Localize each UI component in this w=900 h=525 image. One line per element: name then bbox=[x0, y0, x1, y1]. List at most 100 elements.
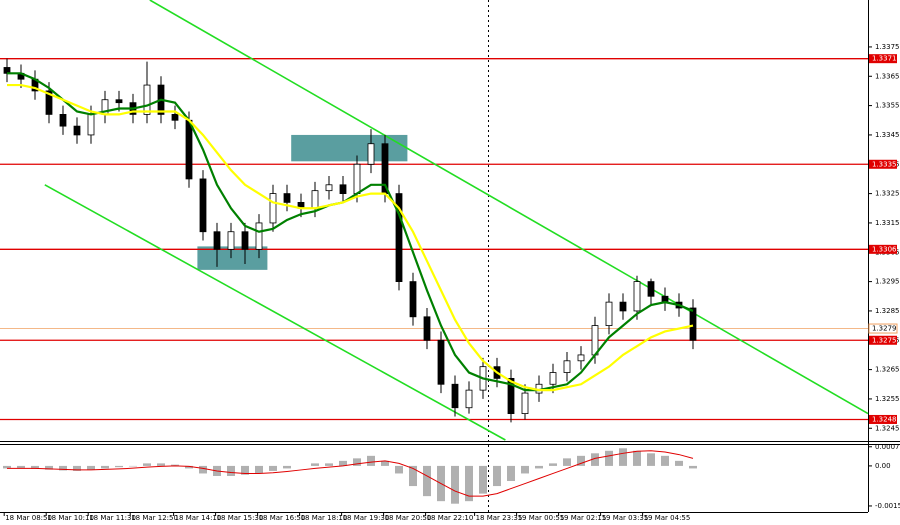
histogram-bar bbox=[689, 465, 697, 469]
candle-body bbox=[465, 389, 473, 409]
histogram-bar bbox=[507, 465, 515, 482]
histogram-bar bbox=[493, 465, 501, 487]
candle-body bbox=[353, 163, 361, 194]
histogram-bar bbox=[3, 465, 11, 469]
histogram-bar bbox=[535, 465, 543, 469]
histogram-bar bbox=[325, 463, 333, 466]
histogram-bar bbox=[45, 465, 53, 470]
histogram-bar bbox=[101, 465, 109, 469]
candle-body bbox=[451, 383, 459, 409]
level-tag bbox=[869, 414, 897, 424]
x-tick-label: 18 Mar 10:10 bbox=[47, 514, 94, 522]
y-tick-label: 1.3265 bbox=[875, 366, 900, 374]
histogram-bar bbox=[353, 458, 361, 466]
candle-body bbox=[143, 84, 151, 115]
candle-body bbox=[521, 392, 529, 415]
x-tick-label: 18 Mar 23:35 bbox=[476, 514, 523, 522]
candle-body bbox=[87, 114, 95, 136]
candle-body bbox=[549, 372, 557, 385]
histogram-bar bbox=[339, 460, 347, 466]
histogram-bar bbox=[199, 465, 207, 474]
histogram-bar bbox=[479, 465, 487, 494]
candle-body bbox=[283, 193, 291, 203]
candle-body bbox=[647, 281, 655, 297]
histogram-bar bbox=[87, 465, 95, 470]
histogram-bar bbox=[367, 455, 375, 466]
y-tick-label: -0.00159 bbox=[875, 502, 900, 510]
candle-body bbox=[171, 114, 179, 121]
level-label: 1.3371 bbox=[872, 55, 897, 63]
candle-body bbox=[227, 231, 235, 250]
histogram-bar bbox=[563, 458, 571, 466]
histogram-bar bbox=[157, 463, 165, 466]
level-label: 1.3275 bbox=[872, 336, 897, 344]
x-tick-label: 18 Mar 16:50 bbox=[259, 514, 306, 522]
histogram-bar bbox=[227, 465, 235, 476]
y-tick-label: 1.3375 bbox=[875, 43, 900, 51]
x-tick-label: 18 Mar 14:10 bbox=[175, 514, 222, 522]
level-tag bbox=[869, 54, 897, 64]
trend-line bbox=[44, 184, 506, 441]
x-tick-label: 18 Mar 12:50 bbox=[131, 514, 178, 522]
candle-body bbox=[409, 281, 417, 318]
x-tick-label: 18 Mar 18:10 bbox=[301, 514, 348, 522]
candle-body bbox=[339, 184, 347, 195]
histogram-bar bbox=[591, 453, 599, 466]
histogram-bar bbox=[143, 463, 151, 466]
histogram-bar bbox=[521, 465, 529, 474]
histogram-bar bbox=[115, 465, 123, 468]
x-tick-label: 19 Mar 04:55 bbox=[644, 514, 691, 522]
current-price-label: 1.3279 bbox=[872, 325, 897, 333]
x-tick-label: 19 Mar 00:55 bbox=[518, 514, 565, 522]
histogram-bar bbox=[549, 463, 557, 466]
candle-body bbox=[73, 125, 81, 136]
current-price-tag bbox=[868, 323, 898, 334]
trend-line bbox=[149, 0, 869, 415]
candle-body bbox=[185, 119, 193, 180]
level-tag bbox=[869, 159, 897, 169]
candle-body bbox=[199, 178, 207, 233]
x-tick-label: 18 Mar 22:10 bbox=[427, 514, 474, 522]
x-tick-label: 18 Mar 20:50 bbox=[385, 514, 432, 522]
y-tick-label: 1.3355 bbox=[875, 102, 900, 110]
histogram-bar bbox=[451, 465, 459, 504]
candle-body bbox=[241, 231, 249, 250]
moving-average bbox=[7, 72, 694, 392]
histogram-bar bbox=[185, 465, 193, 469]
y-tick-label: 0.00076 bbox=[875, 443, 900, 451]
candle-body bbox=[563, 360, 571, 373]
candle-body bbox=[507, 377, 515, 414]
histogram-bar bbox=[129, 465, 137, 467]
x-tick-label: 18 Mar 15:30 bbox=[217, 514, 264, 522]
x-tick-label: 18 Mar 19:30 bbox=[343, 514, 390, 522]
histogram-bar bbox=[17, 465, 25, 469]
level-tag bbox=[869, 335, 897, 345]
candle-body bbox=[633, 281, 641, 312]
candle-body bbox=[577, 354, 585, 362]
histogram-bar bbox=[381, 460, 389, 466]
candle-body bbox=[115, 99, 123, 104]
histogram-bar bbox=[619, 448, 627, 466]
level-label: 1.3248 bbox=[872, 415, 897, 423]
histogram-bar bbox=[675, 460, 683, 466]
candle-body bbox=[311, 190, 319, 209]
candle-body bbox=[437, 339, 445, 385]
level-label: 1.3306 bbox=[872, 245, 897, 253]
histogram-bar bbox=[171, 464, 179, 466]
histogram-bar bbox=[661, 455, 669, 466]
x-tick-label: 19 Mar 03:35 bbox=[602, 514, 649, 522]
y-tick-label: 1.3315 bbox=[875, 219, 900, 227]
candle-body bbox=[605, 301, 613, 326]
y-tick-label: 1.3295 bbox=[875, 278, 900, 286]
x-tick-label: 18 Mar 11:30 bbox=[89, 514, 136, 522]
candle-body bbox=[325, 184, 333, 192]
candle-body bbox=[395, 193, 403, 283]
zone bbox=[197, 246, 268, 270]
y-tick-label: 1.3325 bbox=[875, 190, 900, 198]
histogram-bar bbox=[255, 465, 263, 474]
candle-body bbox=[689, 307, 697, 341]
histogram-bar bbox=[605, 450, 613, 466]
histogram-bar bbox=[423, 465, 431, 497]
histogram-bar bbox=[647, 453, 655, 466]
